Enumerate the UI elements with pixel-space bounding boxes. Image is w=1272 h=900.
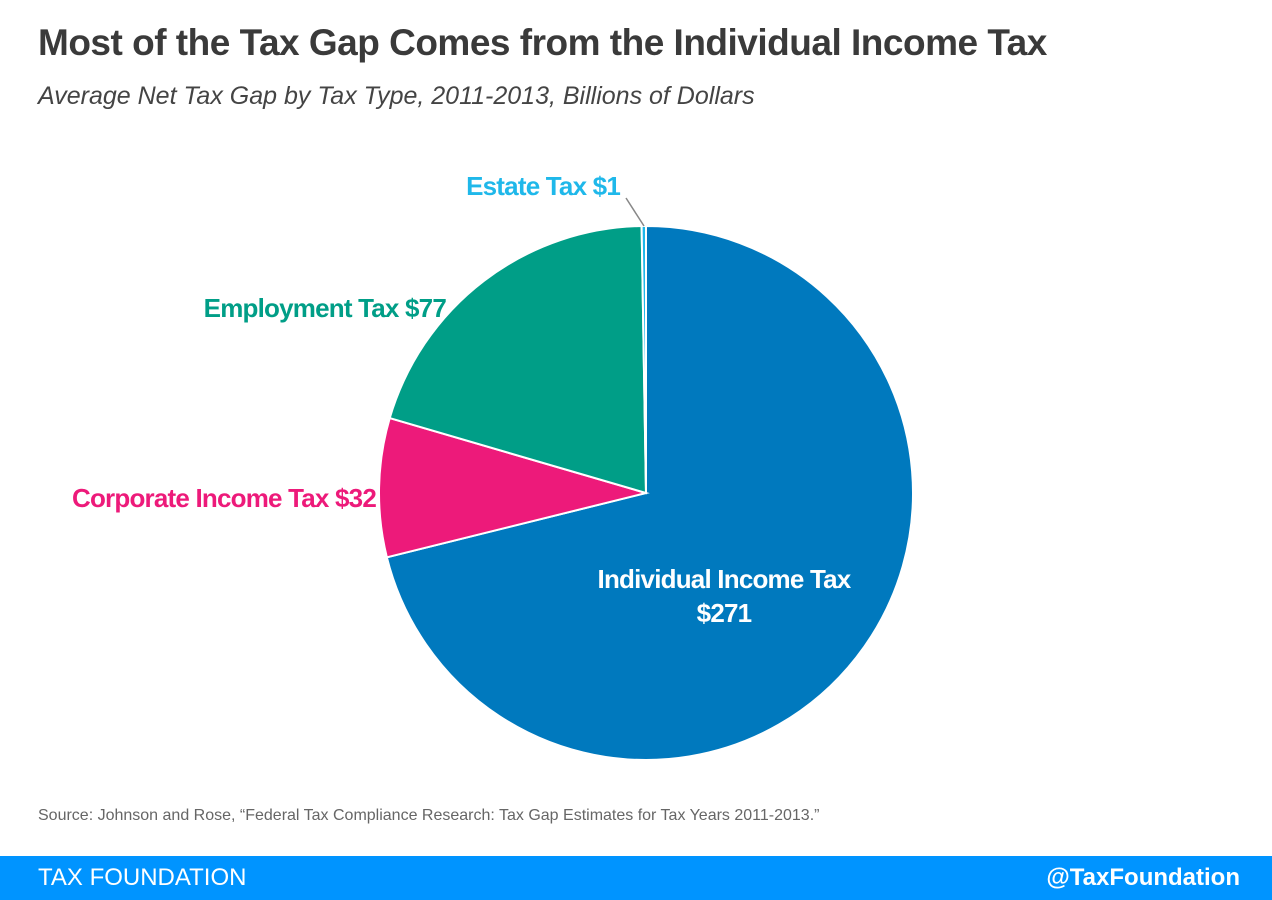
footer-handle[interactable]: @TaxFoundation — [1046, 864, 1240, 891]
footer-bar: TAX FOUNDATION @TaxFoundation — [0, 856, 1272, 900]
pie-slice-employment-tax — [388, 225, 648, 495]
pie-slice-individual-income-tax — [385, 224, 914, 761]
slice-label: Individual Income Tax — [598, 564, 852, 594]
slice-label: Employment Tax $77 — [204, 293, 447, 323]
estate-leader-line — [625, 197, 645, 227]
slice-label: $271 — [697, 598, 752, 628]
slice-label: Estate Tax $1 — [466, 171, 620, 201]
slice-label: Corporate Income Tax $32 — [72, 483, 376, 513]
pie-chart: Individual Income Tax $271 Corporate Incom… — [72, 171, 914, 761]
chart-title: Most of the Tax Gap Comes from the Indiv… — [38, 22, 1047, 63]
chart-subtitle: Average Net Tax Gap by Tax Type, 2011-20… — [38, 82, 755, 110]
pie-slice-corporate-income-tax — [378, 416, 650, 559]
footer-brand: TAX FOUNDATION — [38, 864, 247, 891]
source-note: Source: Johnson and Rose, “Federal Tax C… — [38, 807, 820, 824]
